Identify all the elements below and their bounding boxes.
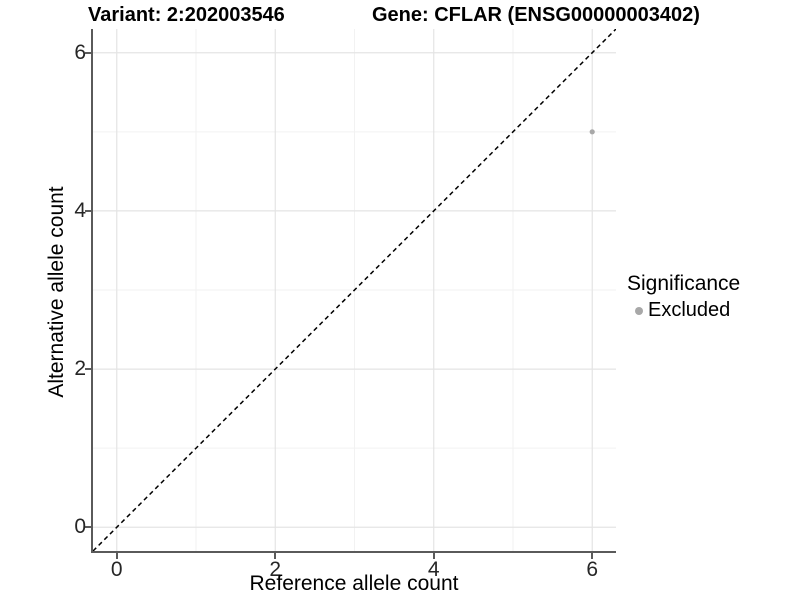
y-tick-mark <box>85 209 91 212</box>
identity-dashed-line <box>93 29 616 551</box>
x-tick-mark <box>274 553 277 559</box>
x-axis-title: Reference allele count <box>249 572 459 595</box>
legend-entry: Excluded <box>627 299 740 322</box>
y-tick-label: 0 <box>74 515 86 539</box>
y-tick-label: 6 <box>74 40 86 64</box>
legend-label: Excluded <box>648 299 731 321</box>
data-point <box>589 129 595 135</box>
y-axis-title: Alternative allele count <box>45 186 68 398</box>
variant-title: Variant: 2:202003546 <box>88 4 285 26</box>
y-tick-label: 2 <box>74 357 86 381</box>
x-tick-label: 0 <box>110 558 123 581</box>
y-axis-line <box>91 29 93 553</box>
plot-panel <box>93 29 616 551</box>
gene-title: Gene: CFLAR (ENSG00000003402) <box>372 4 700 26</box>
y-tick-mark <box>85 51 91 54</box>
x-axis-line <box>91 551 616 553</box>
y-tick-mark <box>85 368 91 371</box>
y-tick-mark <box>85 526 91 529</box>
x-tick-label: 4 <box>427 558 440 581</box>
x-tick-mark <box>432 553 435 559</box>
y-tick-label: 4 <box>74 198 86 222</box>
x-tick-label: 2 <box>269 558 282 581</box>
legend-marker-circle-icon <box>635 306 643 315</box>
x-tick-mark <box>115 553 118 559</box>
legend: Significance Excluded <box>627 272 740 322</box>
x-tick-label: 6 <box>586 558 599 581</box>
legend-entries: Excluded <box>627 299 740 322</box>
legend-title: Significance <box>627 272 741 295</box>
x-tick-mark <box>591 553 594 559</box>
